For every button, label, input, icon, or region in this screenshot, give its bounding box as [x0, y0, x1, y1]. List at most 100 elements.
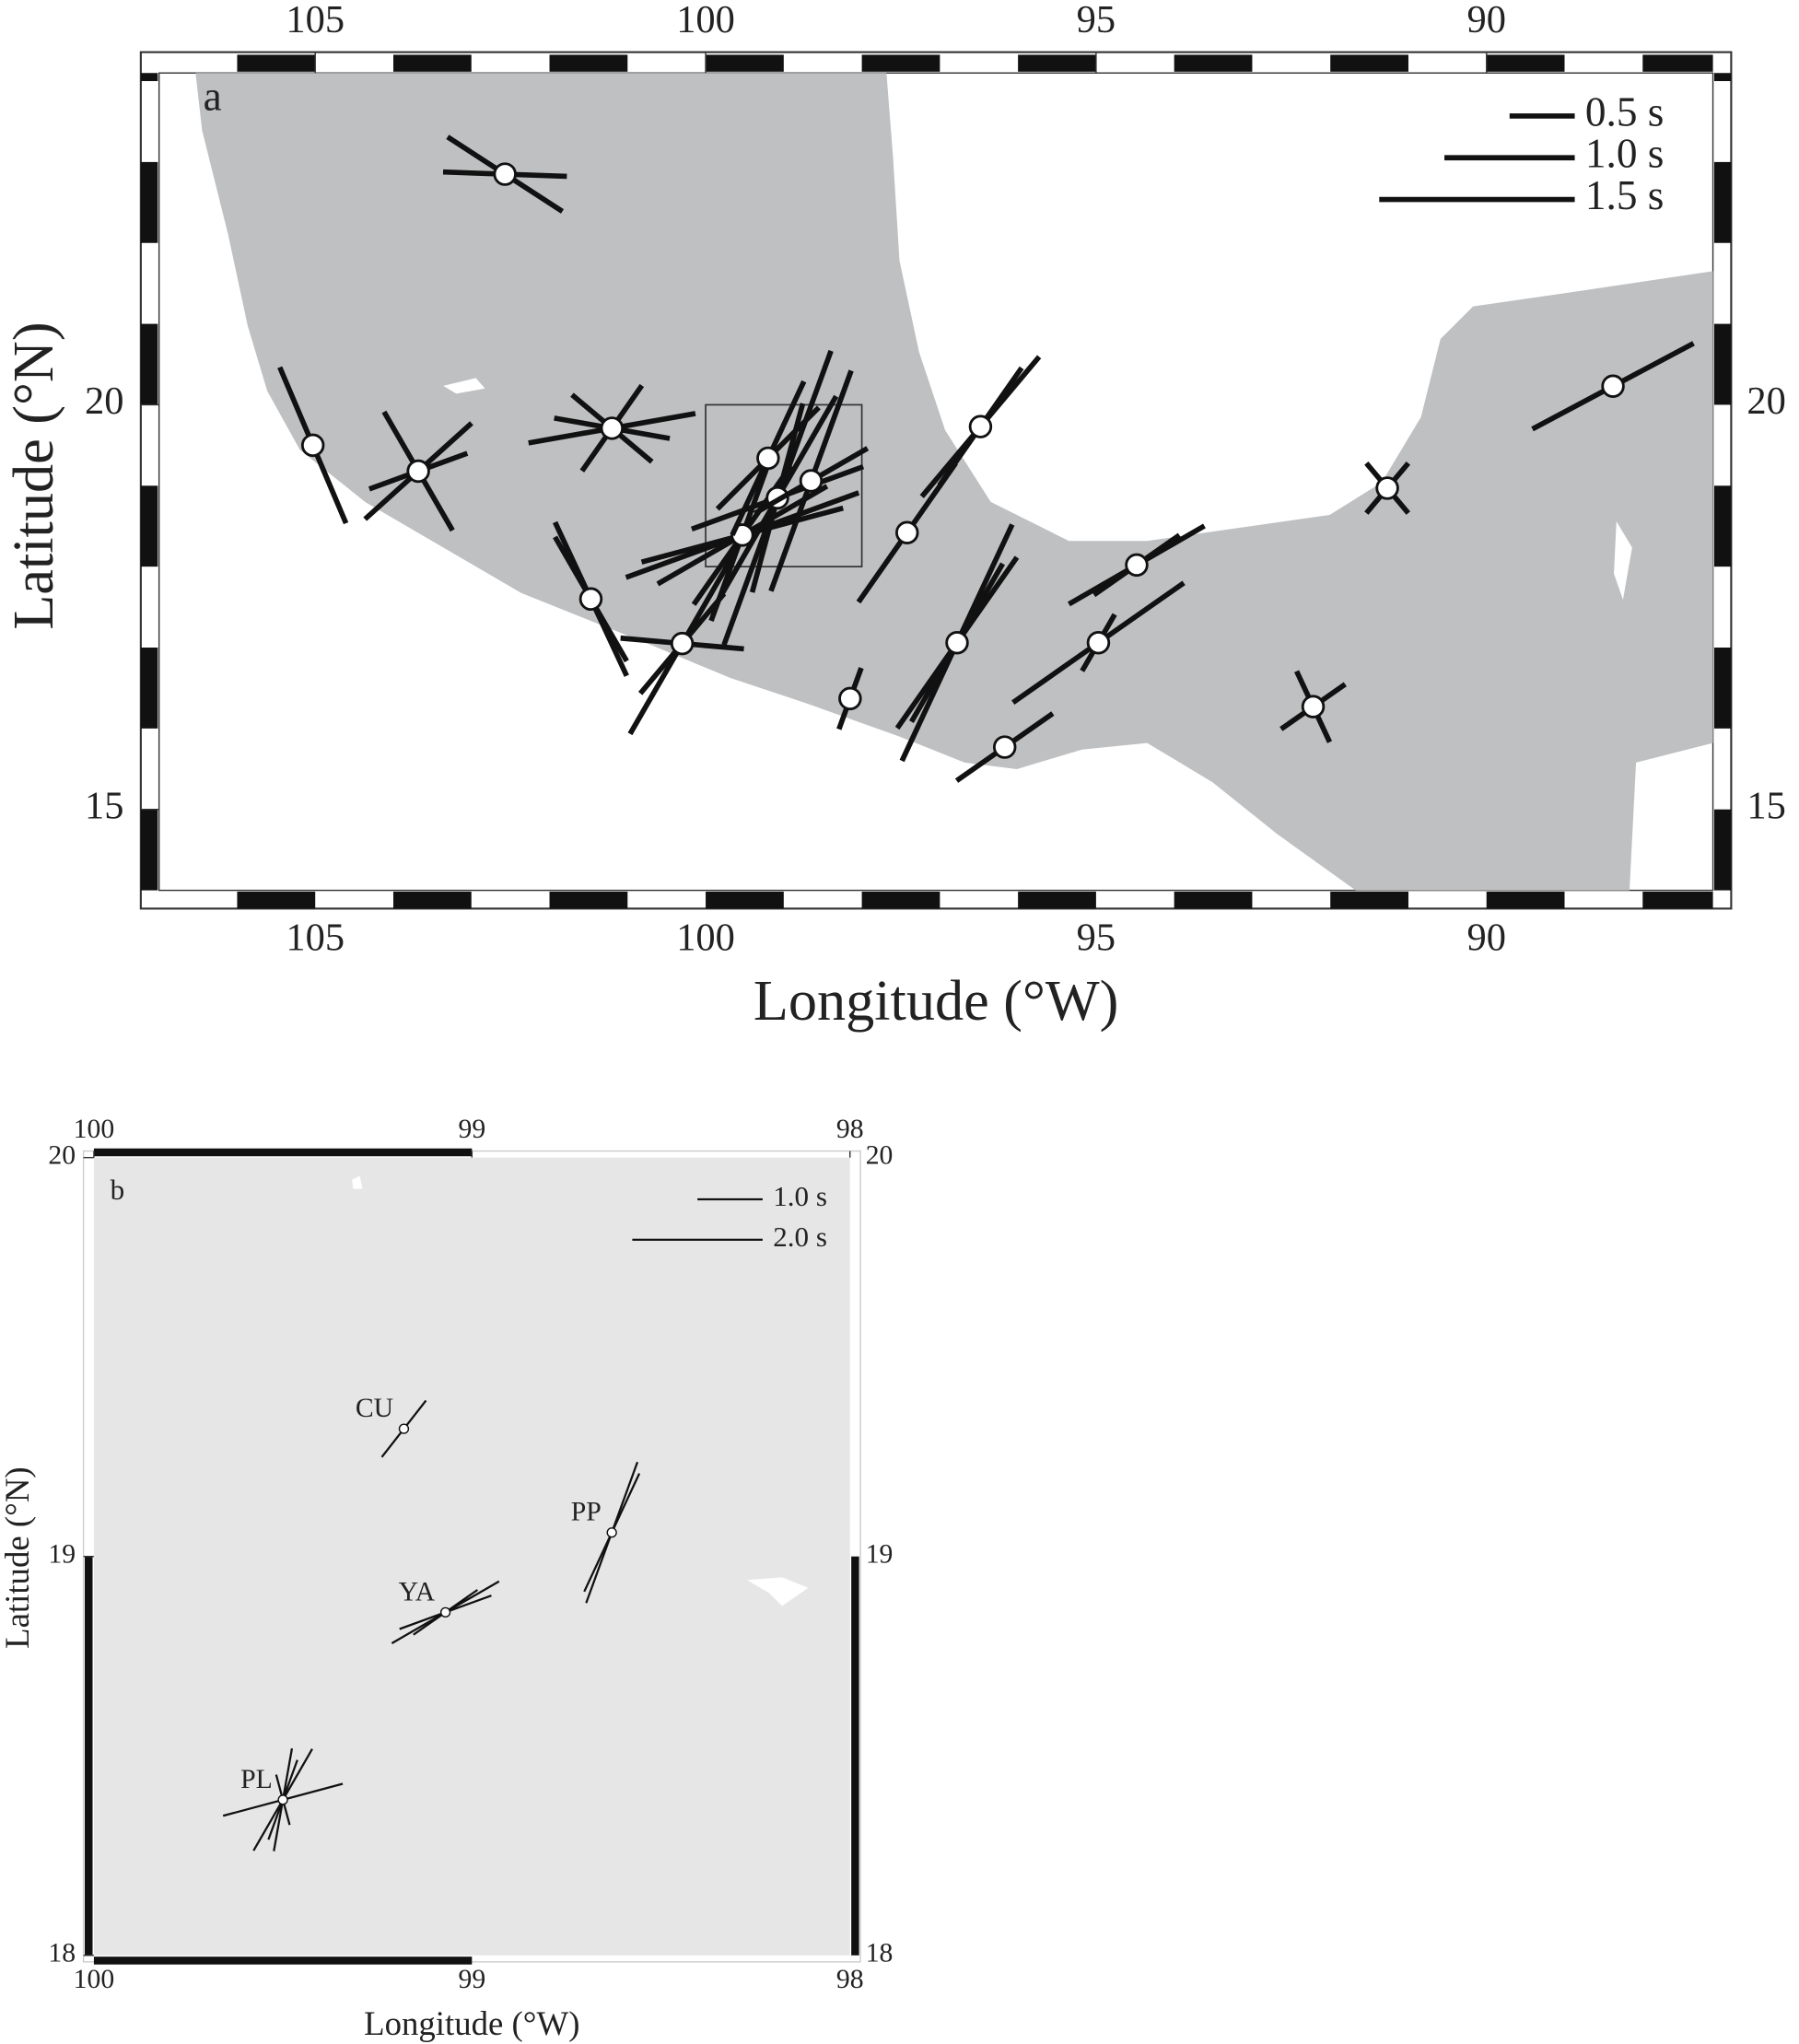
lake	[443, 378, 485, 394]
frame-band	[85, 1556, 93, 1956]
island	[1614, 521, 1632, 600]
frame-band	[1330, 54, 1408, 72]
station	[1375, 476, 1399, 500]
station	[992, 735, 1017, 759]
x-tick-label: 98	[836, 1965, 864, 1994]
y-tick-label: 15	[1746, 784, 1785, 827]
y-tick-label: 18	[48, 1939, 76, 1968]
x-tick-label: 90	[1467, 916, 1506, 959]
x-tick-label: 100	[74, 1115, 115, 1144]
x-tick-label: 95	[1077, 0, 1116, 41]
panel-label: b	[111, 1174, 125, 1206]
frame-band	[237, 891, 316, 909]
frame-band	[1330, 891, 1408, 909]
y-tick-label: 20	[866, 1140, 894, 1170]
x-tick-label: 99	[458, 1965, 485, 1994]
frame-band	[1174, 891, 1253, 909]
y-tick-label: 20	[1746, 380, 1785, 423]
station	[300, 433, 325, 458]
frame-band	[1713, 323, 1732, 405]
inset-box	[705, 403, 863, 568]
frame-band	[1018, 54, 1096, 72]
y-axis-label: Latitude (°N)	[3, 321, 65, 629]
station	[1086, 630, 1111, 655]
legend-label: 2.0 s	[773, 1221, 827, 1253]
frame-band	[1713, 485, 1732, 567]
x-axis-label: Longitude (°W)	[753, 970, 1119, 1033]
y-tick-label: 20	[48, 1140, 76, 1170]
x-tick-label: 98	[836, 1115, 864, 1144]
station	[277, 1794, 288, 1805]
station-label: PL	[240, 1765, 273, 1794]
frame-band	[1713, 809, 1732, 891]
x-tick-label: 95	[1077, 916, 1116, 959]
frame-band	[706, 54, 784, 72]
land	[195, 73, 1713, 891]
x-tick-label: 105	[286, 0, 345, 41]
frame-band	[140, 161, 158, 243]
y-tick-label: 19	[866, 1540, 894, 1570]
y-tick-label: 18	[866, 1939, 894, 1968]
frame-band	[140, 73, 158, 82]
frame-band	[140, 323, 158, 405]
frame-band	[1642, 891, 1713, 909]
station	[600, 416, 625, 440]
lake	[352, 1175, 363, 1189]
station	[1601, 374, 1625, 398]
station	[799, 469, 824, 493]
frame-band	[1713, 161, 1732, 243]
legend-label: 0.5 s	[1585, 88, 1665, 134]
frame-band	[140, 809, 158, 891]
frame-band	[237, 54, 316, 72]
frame-band	[549, 891, 628, 909]
station	[578, 587, 603, 612]
frame-band	[1713, 648, 1732, 729]
frame-band	[140, 485, 158, 567]
x-tick-label: 105	[286, 916, 345, 959]
land-b	[93, 1157, 850, 1956]
station	[756, 446, 780, 471]
frame-band	[93, 1148, 473, 1157]
frame-band	[1174, 54, 1253, 72]
station	[1125, 553, 1149, 578]
x-tick-label: 100	[676, 916, 735, 959]
frame-band	[1713, 73, 1732, 82]
frame-band	[1642, 54, 1713, 72]
station-label: PP	[571, 1498, 602, 1527]
legend-label: 1.0 s	[1585, 131, 1665, 177]
station	[406, 459, 430, 484]
y-tick-label: 20	[85, 380, 123, 423]
frame-band	[140, 648, 158, 729]
frame-band	[861, 54, 940, 72]
frame-band	[1018, 891, 1096, 909]
frame-band	[1486, 891, 1565, 909]
station	[670, 631, 695, 656]
station	[439, 1606, 451, 1618]
station	[895, 520, 919, 544]
station	[945, 630, 969, 655]
panel-label: a	[204, 73, 222, 119]
x-tick-label: 100	[676, 0, 735, 41]
frame-band	[1486, 54, 1565, 72]
y-tick-label: 19	[48, 1540, 76, 1570]
x-tick-label: 99	[458, 1115, 485, 1144]
frame-band	[851, 1556, 859, 1956]
frame-band	[706, 891, 784, 909]
x-tick-label: 90	[1467, 0, 1506, 41]
frame-band	[93, 1956, 473, 1965]
station	[968, 415, 993, 438]
x-tick-label: 100	[74, 1965, 115, 1994]
station-label: YA	[399, 1577, 436, 1606]
y-tick-label: 15	[85, 784, 123, 827]
frame-band	[861, 891, 940, 909]
frame-band	[392, 54, 472, 72]
station	[1301, 695, 1326, 718]
station	[398, 1423, 410, 1434]
lake	[746, 1577, 809, 1606]
station	[606, 1527, 617, 1538]
station-label: CU	[356, 1394, 393, 1423]
legend-label: 1.0 s	[773, 1180, 827, 1212]
frame-band	[392, 891, 472, 909]
y-axis-label: Latitude (°N)	[0, 1466, 36, 1649]
